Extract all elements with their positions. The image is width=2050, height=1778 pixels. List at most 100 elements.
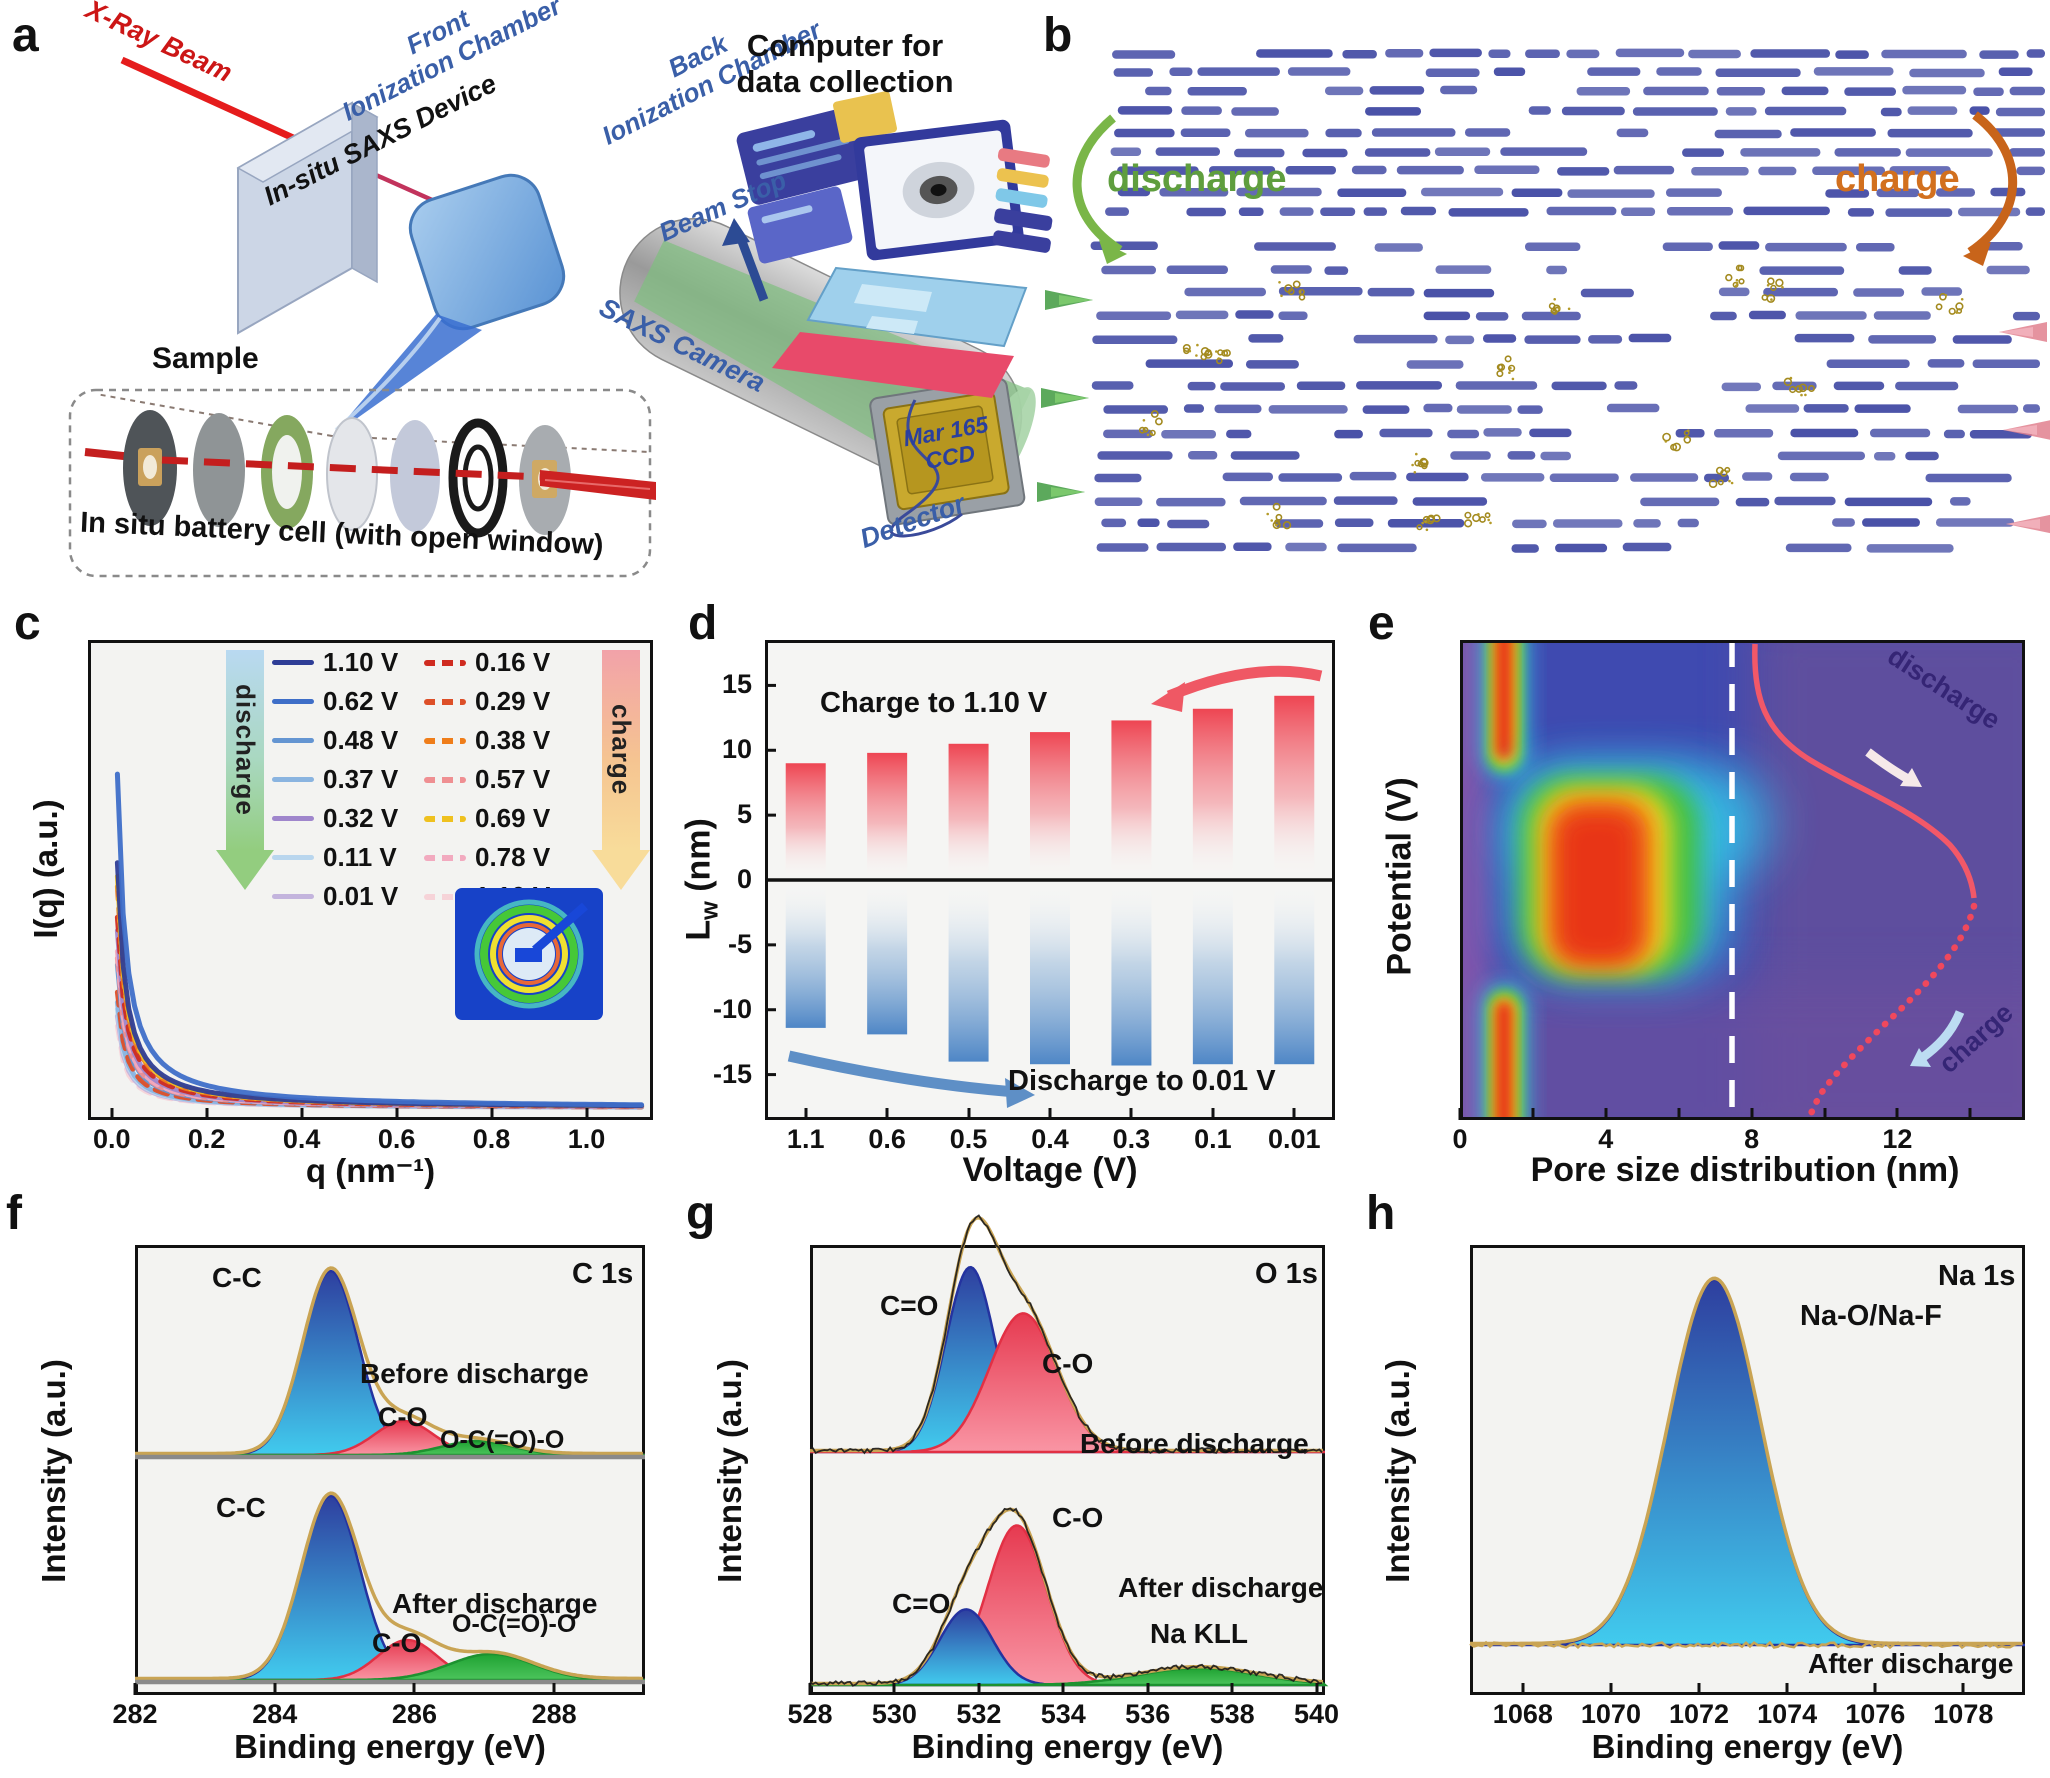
discharge-arrow bbox=[1072, 114, 1123, 254]
g-peak-label-co2-top: C=O bbox=[880, 1290, 939, 1321]
legend-label: 0.01 V bbox=[323, 881, 399, 911]
d-ytick-label: 15 bbox=[721, 669, 752, 700]
sodium-cluster bbox=[1464, 511, 1492, 528]
sodium-cluster bbox=[1935, 292, 1964, 315]
h-peak-label-naonaf: Na-O/Na-F bbox=[1800, 1300, 1942, 1332]
sodium-cluster bbox=[1138, 410, 1163, 437]
d-ytick-label: -15 bbox=[712, 1058, 752, 1089]
sodium-cluster bbox=[1761, 277, 1784, 303]
tick-mark bbox=[552, 1683, 556, 1695]
d-ytick-label: -5 bbox=[727, 928, 752, 959]
tick-label: 0.1 bbox=[1194, 1124, 1232, 1154]
tick-mark bbox=[205, 1108, 209, 1120]
battery-cell-discs bbox=[84, 410, 656, 538]
tick-mark bbox=[804, 1108, 808, 1120]
legend-line-sample bbox=[272, 699, 314, 704]
legend-row: 0.11 V 0.78 V bbox=[272, 838, 550, 877]
e-heatmap-frame bbox=[1460, 640, 2025, 1120]
tick-mark bbox=[1968, 1108, 1972, 1120]
sodium-cluster bbox=[1725, 264, 1745, 288]
cable bbox=[889, 399, 963, 538]
tick-label: 8 bbox=[1744, 1124, 1760, 1154]
d-charge-arrow bbox=[1166, 665, 1323, 702]
sodium-cluster bbox=[1200, 347, 1231, 365]
sodium-cluster bbox=[1416, 514, 1441, 532]
tick-mark bbox=[110, 1108, 114, 1120]
tick-mark bbox=[490, 1108, 494, 1120]
c-plot-frame bbox=[88, 640, 653, 1120]
tick-label: 1070 bbox=[1580, 1699, 1641, 1729]
panel-letter-c: c bbox=[14, 597, 41, 650]
c-intensity-curves bbox=[114, 771, 645, 1110]
legend-line-sample bbox=[272, 777, 314, 782]
sodium-cluster bbox=[1278, 280, 1306, 301]
f-peak-label-cc-top: C-C bbox=[212, 1262, 262, 1293]
f-peak-label-co-top: C-O bbox=[378, 1402, 428, 1432]
panel-g-o1s-xps: g O 1s C=O C-O Before discharge C-O C=O … bbox=[680, 1190, 1360, 1778]
saxs-setup-illustration bbox=[68, 56, 1053, 578]
d-bar-chart bbox=[765, 665, 1335, 1108]
sample-dashed-box bbox=[68, 388, 652, 578]
tick-mark bbox=[1697, 1683, 1701, 1695]
e-xlabel: Pore size distribution (nm) bbox=[1530, 1151, 1960, 1189]
tick-label: 0.01 bbox=[1268, 1124, 1321, 1154]
e-ylabel: Potential (V) bbox=[1380, 777, 1419, 976]
tick-label: 4 bbox=[1598, 1124, 1614, 1154]
legend-label: 0.29 V bbox=[475, 686, 551, 716]
c-inset-2d-saxs-pattern bbox=[455, 888, 603, 1020]
legend-label: 1.10 V bbox=[323, 647, 399, 677]
g-title: O 1s bbox=[1255, 1258, 1318, 1290]
tick-mark bbox=[1785, 1683, 1789, 1695]
tick-mark bbox=[1823, 1108, 1827, 1120]
tick-label: 12 bbox=[1882, 1124, 1913, 1154]
sodium-cluster bbox=[1266, 502, 1292, 530]
panel-d-lw-bars: d Charge to 1.10 V Discharge to 0.01 V 1… bbox=[670, 595, 1360, 1190]
tick-mark bbox=[1609, 1683, 1613, 1695]
tick-mark bbox=[1211, 1108, 1215, 1120]
tick-mark bbox=[133, 1683, 137, 1695]
sodium-cluster bbox=[1548, 298, 1571, 315]
d-annotation-discharge: Discharge to 0.01 V bbox=[1008, 1065, 1276, 1097]
tick-label: 0.2 bbox=[187, 1124, 226, 1154]
f-peak-label-oco-bot: O-C(=O)-O bbox=[452, 1610, 577, 1638]
discharge-bar bbox=[867, 880, 908, 1035]
h-spectrum-label-after: After discharge bbox=[1808, 1648, 2014, 1679]
g-peak-label-co2-bot: C=O bbox=[892, 1588, 951, 1619]
tick-mark bbox=[885, 1108, 889, 1120]
legend-label: 0.78 V bbox=[475, 842, 551, 872]
sodium-cluster bbox=[1411, 452, 1429, 474]
d-yaxis: 15 10 5 0 -5 -10 -15 bbox=[678, 640, 758, 1120]
g-plot-frame bbox=[810, 1245, 1325, 1695]
tick-label: 0.8 bbox=[472, 1124, 511, 1154]
f-xaxis: 282 284 286 288 bbox=[112, 1683, 645, 1743]
legend-dash-sample bbox=[424, 854, 466, 861]
f-xlabel: Binding energy (eV) bbox=[234, 1728, 546, 1765]
discharge-bar bbox=[1274, 880, 1315, 1065]
tick-label: 282 bbox=[112, 1699, 158, 1729]
tick-label: 1.1 bbox=[786, 1124, 825, 1154]
tick-mark bbox=[1604, 1108, 1608, 1120]
c-xlabel: q (nm⁻¹) bbox=[305, 1152, 436, 1189]
g-spectrum-label-after: After discharge bbox=[1118, 1572, 1324, 1603]
panel-b-structure-schematic: b discharge charge bbox=[1035, 0, 2050, 592]
xps-envelope bbox=[135, 1491, 643, 1681]
e-xaxis: 0 4 8 12 bbox=[1452, 1108, 2025, 1168]
d-ytick-label: 5 bbox=[736, 799, 752, 830]
h-xlabel: Binding energy (eV) bbox=[1591, 1728, 1904, 1765]
tick-mark bbox=[1230, 1683, 1234, 1695]
legend-row: 0.62 V 0.29 V bbox=[272, 682, 550, 721]
in-situ-saxs-device bbox=[408, 173, 566, 331]
e-heatmap bbox=[1463, 643, 2022, 1117]
charge-arrow bbox=[1967, 111, 2018, 256]
charge-bar bbox=[785, 763, 826, 880]
sample-label: Sample bbox=[152, 342, 259, 375]
tick-mark bbox=[1146, 1683, 1150, 1695]
f-spectrum-label-before: Before discharge bbox=[360, 1358, 589, 1389]
tick-mark bbox=[1895, 1108, 1899, 1120]
tick-mark bbox=[967, 1108, 971, 1120]
legend-row: 0.32 V 0.69 V bbox=[272, 799, 550, 838]
d-xaxis: 1.1 0.6 0.5 0.4 0.3 0.1 0.01 bbox=[765, 1108, 1335, 1168]
front-ionization-chamber bbox=[236, 101, 379, 335]
tick-mark bbox=[1061, 1683, 1065, 1695]
legend-line-sample bbox=[272, 816, 314, 821]
